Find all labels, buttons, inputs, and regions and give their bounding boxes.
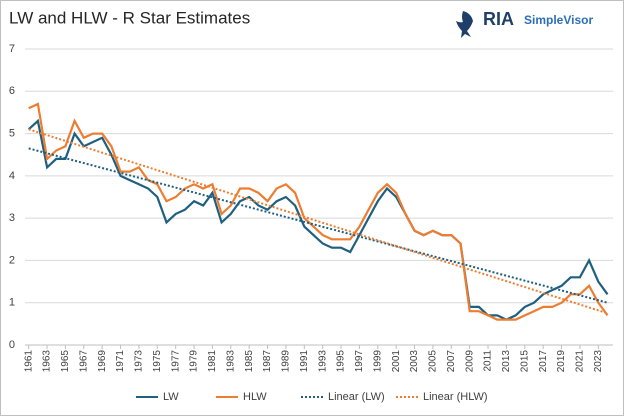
series-line — [27, 118, 609, 321]
x-tick-label: 2021 — [575, 350, 586, 373]
x-tick-label: 2017 — [538, 350, 549, 373]
x-tick-label: 2009 — [464, 350, 475, 373]
x-tick-label: 1985 — [244, 350, 255, 373]
chart-title: LW and HLW - R Star Estimates — [9, 8, 250, 27]
x-tick-label: 1979 — [189, 350, 200, 373]
x-tick-label: 2015 — [519, 350, 530, 373]
x-tick-label: 2003 — [409, 350, 420, 373]
x-tick-label: 1981 — [207, 350, 218, 373]
x-tick-label: 1989 — [281, 350, 292, 373]
x-tick-label: 2023 — [593, 350, 604, 373]
logo: RIA SimpleVisor — [456, 9, 593, 38]
y-tick-label: 3 — [9, 212, 15, 224]
logo-product: SimpleVisor — [524, 13, 593, 27]
logo-brand: RIA — [483, 9, 514, 29]
x-tick-label: 1971 — [115, 350, 126, 373]
x-tick-label: 1983 — [225, 350, 236, 373]
y-tick-label: 1 — [9, 297, 15, 309]
x-tick-label: 1969 — [97, 350, 108, 373]
legend-label: HLW — [243, 391, 267, 403]
y-tick-label: 5 — [9, 127, 15, 139]
y-tick-label: 0 — [9, 339, 15, 351]
legend-label: LW — [163, 391, 179, 403]
x-tick-label: 1993 — [317, 350, 328, 373]
x-tick-label: 2011 — [483, 350, 494, 372]
x-tick-label: 1963 — [42, 350, 53, 373]
x-tick-label: 2007 — [446, 350, 457, 373]
x-tick-label: 1997 — [354, 350, 365, 373]
x-tick-label: 1975 — [152, 350, 163, 373]
y-tick-label: 2 — [9, 254, 15, 266]
x-tick-label: 1977 — [170, 350, 181, 373]
y-tick-label: 7 — [9, 43, 15, 55]
x-tick-label: 1961 — [23, 350, 34, 373]
series-line — [28, 128, 608, 315]
series-line — [28, 102, 609, 321]
legend-label: Linear (LW) — [328, 391, 385, 403]
x-tick-label: 1995 — [336, 350, 347, 373]
series-line — [28, 147, 608, 304]
x-tick-label: 1987 — [262, 350, 273, 373]
x-tick-label: 1999 — [372, 350, 383, 373]
x-tick-label: 1973 — [134, 350, 145, 373]
x-tick-label: 2001 — [391, 350, 402, 373]
y-tick-label: 6 — [9, 85, 15, 97]
x-tick-label: 1991 — [299, 350, 310, 373]
x-tick-label: 2005 — [428, 350, 439, 373]
x-tick-label: 2013 — [501, 350, 512, 373]
x-tick-label: 1965 — [60, 350, 71, 373]
legend-label: Linear (HLW) — [423, 391, 488, 403]
y-tick-label: 4 — [9, 170, 15, 182]
x-tick-label: 1967 — [78, 350, 89, 373]
x-tick-label: 2019 — [556, 350, 567, 373]
logo-icon — [456, 11, 473, 38]
